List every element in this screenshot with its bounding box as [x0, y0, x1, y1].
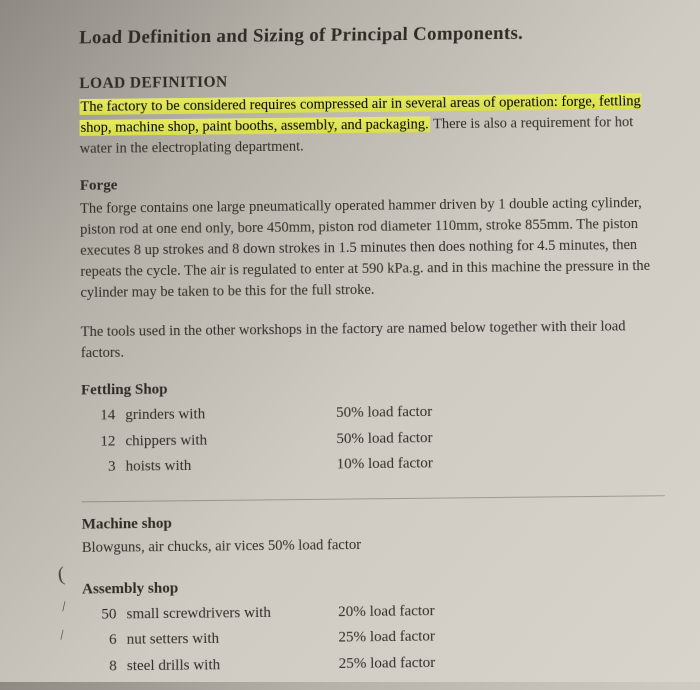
load-factor: 10% load factor	[337, 451, 434, 478]
divider	[82, 495, 665, 502]
load-factor: 50% load factor	[336, 400, 432, 427]
load-factor: 25% load factor	[339, 650, 436, 677]
item: grinders with	[125, 401, 336, 429]
qty: 8	[82, 654, 127, 680]
qty: 12	[81, 429, 125, 455]
load-factor: 25% load factor	[338, 624, 435, 651]
assembly-table: 50 small screwdrivers with 20% load fact…	[82, 596, 668, 680]
item: nut setters with	[127, 625, 339, 653]
fettling-heading: Fettling Shop	[81, 376, 663, 399]
machine-shop-heading: Machine shop	[82, 510, 666, 533]
table-row: 8 steel drills with 25% load factor	[82, 648, 667, 680]
qty: 50	[82, 602, 126, 628]
table-row: 3 hoists with 10% load factor	[81, 449, 664, 481]
fettling-table: 14 grinders with 50% load factor 12 chip…	[81, 398, 664, 481]
page: Load Definition and Sizing of Principal …	[0, 0, 700, 690]
load-definition-heading: LOAD DEFINITION	[79, 69, 658, 93]
item: chippers with	[125, 427, 336, 455]
qty: 6	[82, 628, 127, 654]
forge-paragraph-1: The forge contains one large pneumatical…	[80, 193, 662, 304]
page-title: Load Definition and Sizing of Principal …	[79, 21, 658, 49]
load-factor: 20% load factor	[338, 599, 435, 626]
forge-paragraph-2: The tools used in the other workshops in…	[81, 316, 663, 364]
load-factor: 50% load factor	[336, 426, 432, 453]
qty: 14	[81, 403, 125, 429]
forge-heading: Forge	[80, 172, 660, 195]
qty: 3	[81, 455, 125, 481]
item: steel drills with	[127, 651, 339, 679]
machine-shop-line: Blowguns, air chucks, air vices 50% load…	[82, 531, 666, 558]
assembly-heading: Assembly shop	[82, 575, 666, 598]
item: small screwdrivers with	[126, 600, 338, 628]
item: hoists with	[126, 452, 337, 480]
load-definition-paragraph: The factory to be considered requires co…	[79, 91, 659, 160]
